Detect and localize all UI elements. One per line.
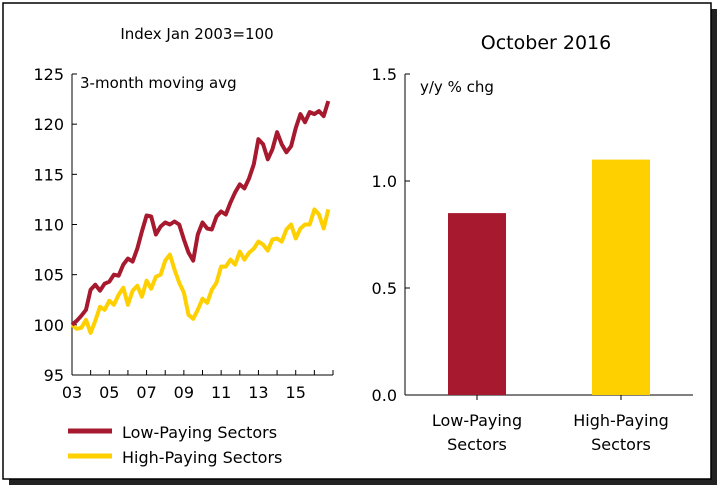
line-chart: Index Jan 2003=100 3-month moving avg 95…: [33, 25, 334, 467]
x-tick-label: 11: [211, 383, 231, 402]
bar-chart-y-ticks: 0.0 0.5 1.0 1.5: [372, 65, 410, 405]
bar-chart-category-labels: Low-Paying Sectors High-Paying Sectors: [432, 395, 669, 454]
x-tick-label: 03: [62, 383, 82, 402]
series-line-high-paying-sectors: [70, 207, 331, 335]
y-tick-label: 120: [33, 115, 64, 134]
bar-chart-bars: [448, 159, 650, 395]
series-line-low-paying-sectors: [70, 100, 331, 327]
x-tick-label: 15: [286, 383, 306, 402]
x-tick-label: 09: [174, 383, 194, 402]
bar-low-paying-sectors: [448, 213, 506, 395]
y-tick-label: 125: [33, 65, 64, 84]
legend-label-low-paying: Low-Paying Sectors: [122, 423, 277, 442]
y-tick-label: 0.5: [372, 279, 397, 298]
category-label: Low-Paying: [432, 411, 522, 430]
line-chart-annotation: 3-month moving avg: [80, 74, 237, 92]
category-label: Sectors: [591, 435, 651, 454]
y-tick-label: 1.5: [372, 65, 397, 84]
y-tick-label: 95: [44, 366, 64, 385]
line-chart-series: [70, 100, 331, 335]
line-chart-title: Index Jan 2003=100: [120, 25, 273, 43]
x-tick-label: 13: [248, 383, 268, 402]
y-tick-label: 1.0: [372, 172, 397, 191]
y-tick-label: 105: [33, 266, 64, 285]
x-tick-label: 05: [99, 383, 119, 402]
line-chart-y-ticks: 95 100 105 110 115 120 125: [33, 65, 77, 385]
category-label: High-Paying: [573, 411, 669, 430]
bar-chart-annotation: y/y % chg: [420, 78, 494, 96]
line-chart-x-ticks: 03 05 07 09 11 13 15: [62, 370, 334, 402]
x-tick-label: 07: [136, 383, 156, 402]
category-label: Sectors: [447, 435, 507, 454]
y-tick-label: 0.0: [372, 386, 397, 405]
y-tick-label: 100: [33, 316, 64, 335]
y-tick-label: 110: [33, 216, 64, 235]
bar-high-paying-sectors: [592, 159, 650, 395]
line-chart-legend: Low-Paying Sectors High-Paying Sectors: [68, 423, 282, 467]
bar-chart-title: October 2016: [481, 32, 611, 54]
y-tick-label: 115: [33, 165, 64, 184]
legend-label-high-paying: High-Paying Sectors: [122, 448, 282, 467]
bar-chart: October 2016 y/y % chg 0.0 0.5 1.0 1.5 Low-…: [372, 32, 693, 454]
